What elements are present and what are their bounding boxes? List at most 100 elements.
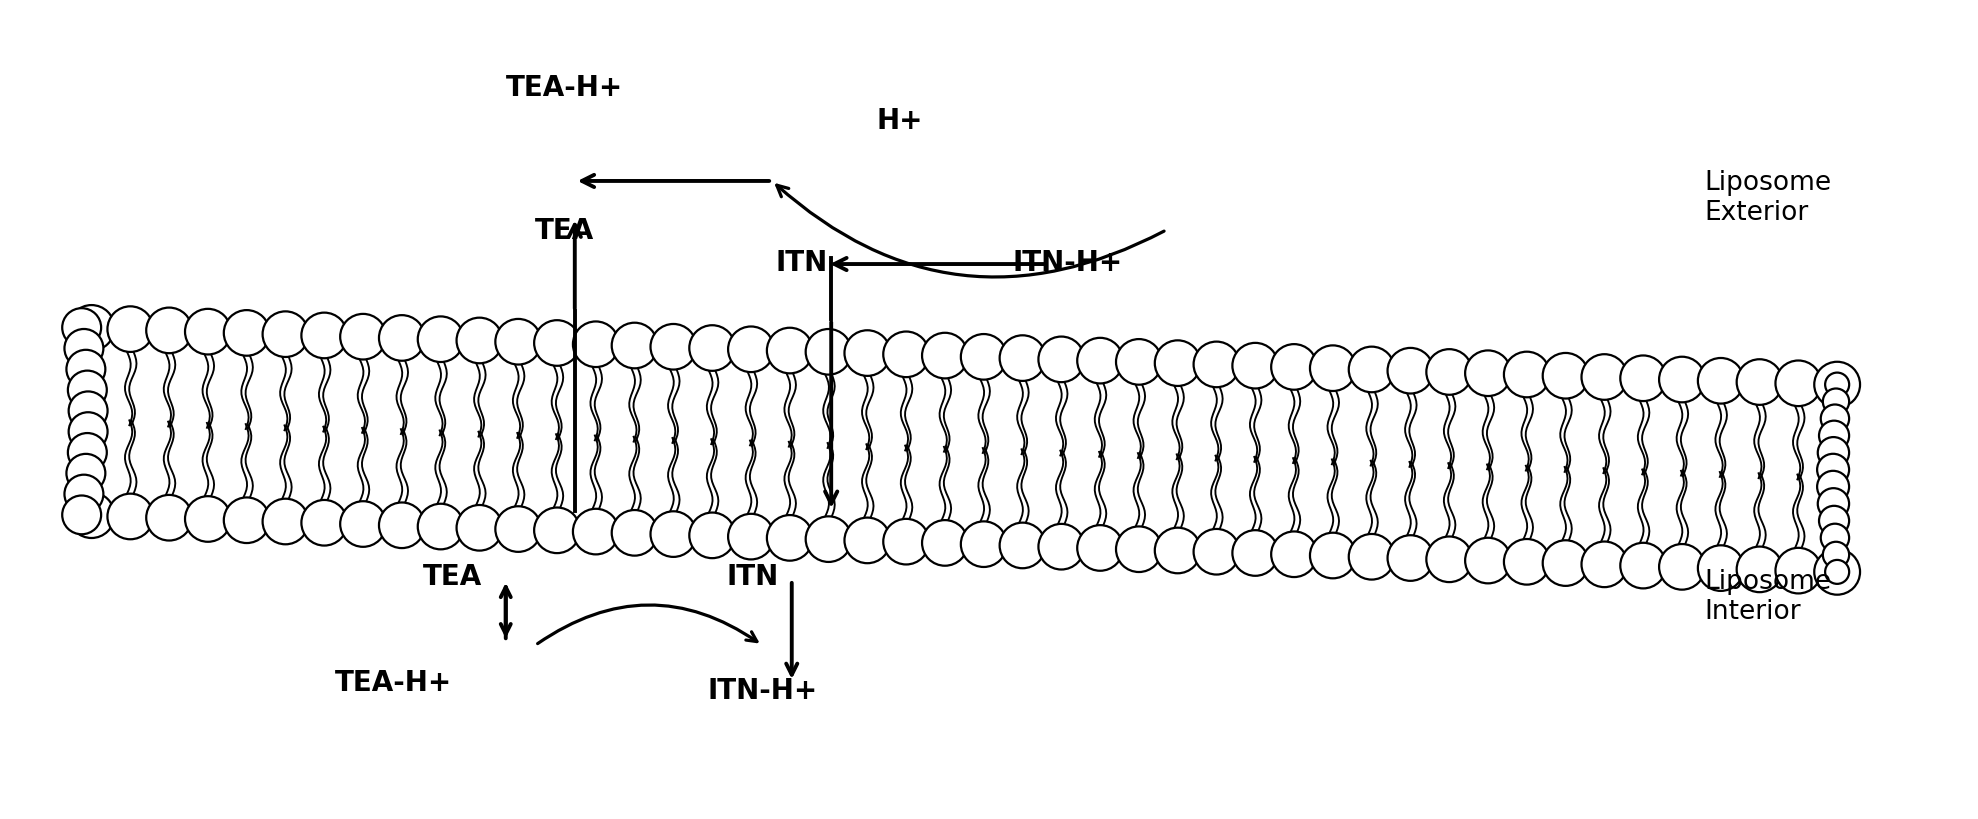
Ellipse shape — [186, 310, 231, 355]
Text: ITN: ITN — [775, 249, 827, 277]
Ellipse shape — [1820, 506, 1849, 536]
Ellipse shape — [845, 518, 890, 563]
Ellipse shape — [1503, 540, 1549, 585]
Ellipse shape — [728, 327, 773, 373]
Ellipse shape — [574, 322, 619, 368]
Ellipse shape — [1193, 529, 1240, 575]
Ellipse shape — [961, 522, 1007, 568]
Ellipse shape — [845, 331, 890, 377]
Ellipse shape — [61, 309, 101, 347]
Ellipse shape — [1818, 437, 1849, 468]
Ellipse shape — [1543, 541, 1588, 586]
Ellipse shape — [1038, 337, 1084, 382]
Ellipse shape — [999, 336, 1046, 382]
Ellipse shape — [1814, 362, 1859, 408]
Ellipse shape — [1426, 350, 1472, 396]
Ellipse shape — [1387, 536, 1434, 581]
Text: TEA-H+: TEA-H+ — [334, 668, 451, 696]
Ellipse shape — [417, 505, 463, 550]
Ellipse shape — [494, 507, 542, 552]
Ellipse shape — [534, 321, 580, 366]
Ellipse shape — [1660, 357, 1705, 403]
Ellipse shape — [380, 503, 425, 549]
Ellipse shape — [494, 319, 542, 365]
Ellipse shape — [651, 324, 696, 370]
Ellipse shape — [1543, 354, 1588, 399]
Ellipse shape — [1038, 524, 1084, 570]
Ellipse shape — [340, 501, 386, 547]
Ellipse shape — [1582, 355, 1628, 400]
Ellipse shape — [534, 508, 580, 554]
Ellipse shape — [67, 433, 107, 473]
Ellipse shape — [65, 475, 103, 514]
Ellipse shape — [1818, 455, 1849, 486]
Ellipse shape — [611, 324, 657, 369]
Ellipse shape — [340, 314, 386, 360]
Ellipse shape — [65, 329, 103, 369]
Ellipse shape — [961, 335, 1007, 380]
Ellipse shape — [922, 333, 967, 379]
Ellipse shape — [67, 455, 105, 493]
Ellipse shape — [146, 308, 192, 354]
Ellipse shape — [1660, 545, 1705, 590]
Text: Liposome
Interior: Liposome Interior — [1705, 568, 1832, 625]
Ellipse shape — [1349, 534, 1394, 580]
Ellipse shape — [1818, 489, 1849, 520]
Ellipse shape — [1776, 548, 1822, 594]
Text: TEA-H+: TEA-H+ — [506, 75, 623, 102]
Ellipse shape — [1466, 538, 1511, 584]
Text: TEA: TEA — [536, 216, 595, 245]
FancyArrowPatch shape — [777, 186, 1165, 278]
Ellipse shape — [1822, 405, 1849, 433]
Ellipse shape — [107, 307, 152, 352]
Ellipse shape — [263, 312, 309, 358]
Ellipse shape — [1232, 531, 1278, 576]
Ellipse shape — [1826, 373, 1849, 397]
Ellipse shape — [1387, 348, 1434, 394]
Ellipse shape — [1272, 532, 1317, 577]
Ellipse shape — [688, 326, 736, 371]
Ellipse shape — [263, 499, 309, 545]
Ellipse shape — [1826, 560, 1849, 584]
Ellipse shape — [1309, 533, 1355, 578]
Ellipse shape — [1737, 547, 1782, 592]
Ellipse shape — [1814, 550, 1859, 595]
Ellipse shape — [61, 495, 101, 535]
Ellipse shape — [999, 523, 1046, 568]
Ellipse shape — [1620, 543, 1665, 589]
Text: TEA: TEA — [423, 563, 483, 590]
Ellipse shape — [1822, 524, 1849, 552]
Ellipse shape — [1426, 536, 1472, 582]
Ellipse shape — [1309, 346, 1355, 391]
Ellipse shape — [69, 493, 115, 538]
Ellipse shape — [69, 413, 107, 451]
Ellipse shape — [767, 328, 813, 374]
Ellipse shape — [884, 333, 930, 378]
Ellipse shape — [884, 519, 930, 565]
Ellipse shape — [574, 509, 619, 554]
Ellipse shape — [1078, 526, 1124, 571]
Ellipse shape — [1078, 338, 1124, 384]
Ellipse shape — [651, 512, 696, 557]
Ellipse shape — [1737, 360, 1782, 405]
Ellipse shape — [1697, 545, 1745, 591]
Ellipse shape — [1824, 389, 1849, 415]
Ellipse shape — [1503, 352, 1549, 398]
Ellipse shape — [1824, 542, 1849, 568]
Ellipse shape — [1116, 340, 1161, 385]
Ellipse shape — [457, 319, 502, 364]
Ellipse shape — [767, 515, 813, 561]
Text: ITN-H+: ITN-H+ — [1013, 249, 1124, 277]
Ellipse shape — [301, 500, 348, 546]
Ellipse shape — [1193, 342, 1240, 387]
Ellipse shape — [1620, 356, 1665, 401]
Ellipse shape — [1818, 471, 1849, 503]
Ellipse shape — [728, 514, 773, 559]
Ellipse shape — [457, 505, 502, 551]
Ellipse shape — [611, 510, 657, 556]
Ellipse shape — [224, 310, 269, 356]
Ellipse shape — [69, 392, 107, 431]
Ellipse shape — [1155, 341, 1201, 387]
Ellipse shape — [146, 495, 192, 541]
Ellipse shape — [688, 513, 736, 559]
